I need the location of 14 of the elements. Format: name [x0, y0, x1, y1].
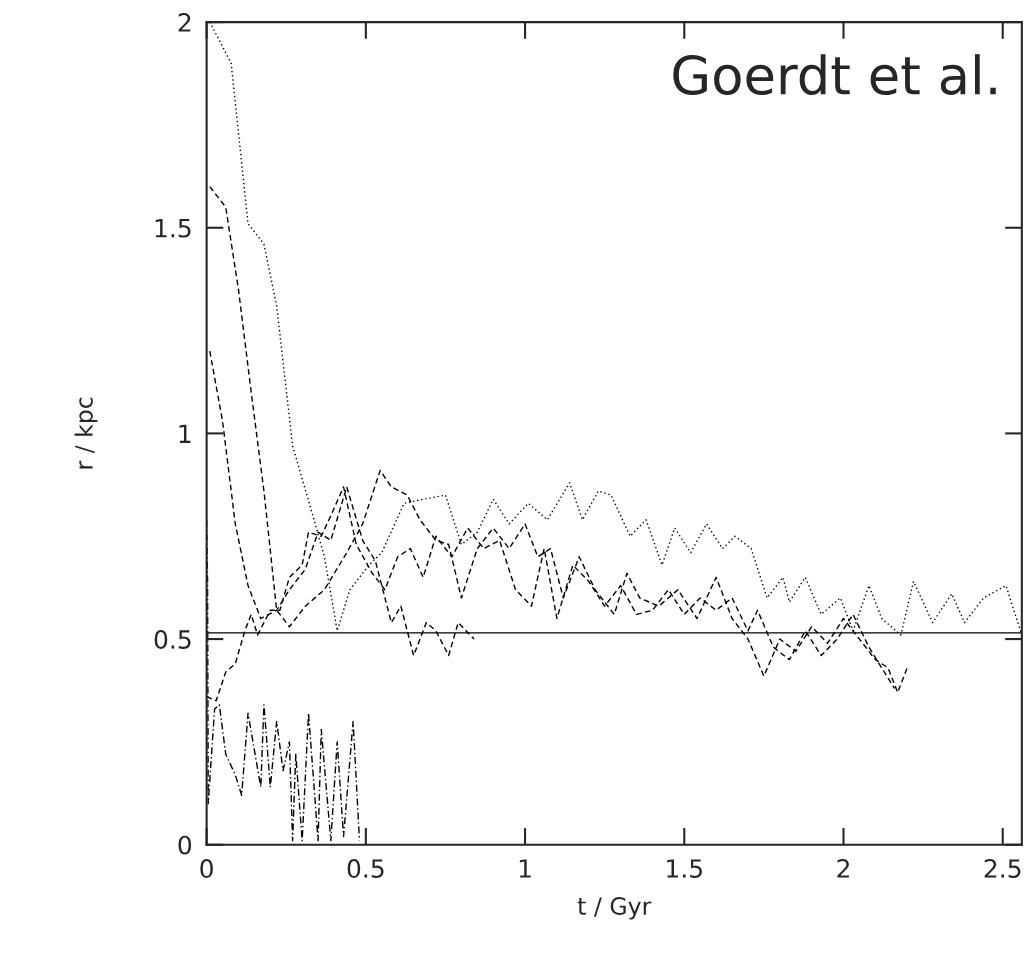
x-tick-label: 0: [200, 859, 213, 878]
y-tick-label: 1: [179, 424, 191, 443]
x-tick-label: 2.5: [984, 859, 1021, 878]
y-tick-label: 1.5: [155, 219, 191, 238]
y-tick-label: 2: [178, 13, 191, 32]
x-tick-label: 0.5: [347, 859, 384, 878]
x-tick-label: 1.5: [667, 859, 702, 878]
y-tick-label: 0: [178, 835, 192, 855]
y-axis-title: r / kpc: [74, 397, 98, 469]
annotation: Goerdt et al.: [673, 54, 996, 95]
x-axis-title: t / Gyr: [577, 897, 652, 920]
x-tick-label: 1: [519, 859, 531, 878]
y-tick-label: 0.5: [154, 630, 191, 649]
x-tick-label: 2: [837, 859, 849, 878]
